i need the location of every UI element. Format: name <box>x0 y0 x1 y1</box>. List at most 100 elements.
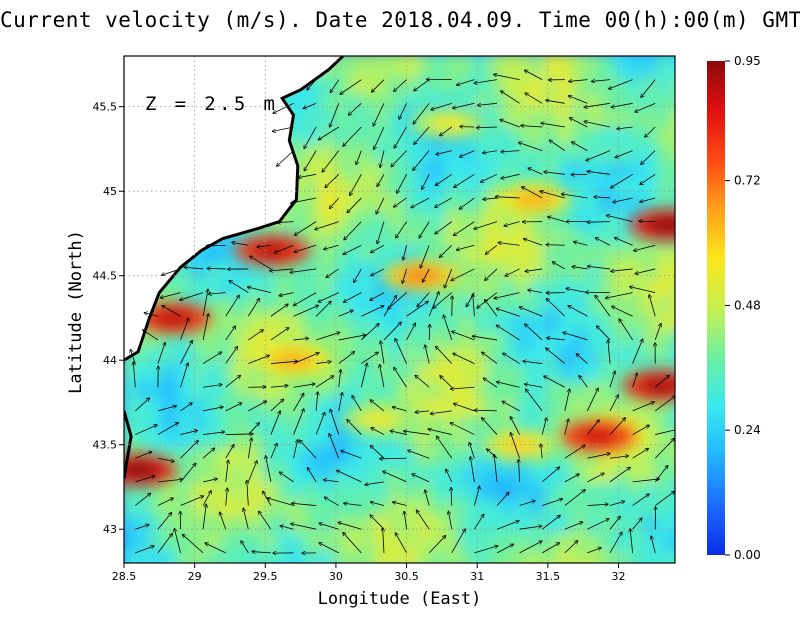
current-vector <box>304 126 317 149</box>
current-vector <box>428 429 452 435</box>
current-vector <box>157 512 172 530</box>
current-vector <box>645 126 656 137</box>
current-vector <box>440 376 453 388</box>
speed-hotspot-core <box>358 411 399 428</box>
current-vector <box>388 292 407 310</box>
current-vector <box>273 102 294 113</box>
current-vector <box>360 363 367 388</box>
current-vector <box>406 301 429 317</box>
current-vector <box>250 256 272 270</box>
current-vector <box>277 222 294 223</box>
current-vector <box>523 239 543 246</box>
current-vector <box>446 469 453 483</box>
current-vector <box>370 292 385 301</box>
current-vector <box>422 174 430 189</box>
current-vector <box>383 322 401 341</box>
current-vector <box>280 526 294 530</box>
current-vector <box>608 340 611 364</box>
current-vector <box>502 401 520 412</box>
speed-cell <box>671 491 675 517</box>
current-vector <box>130 349 136 364</box>
current-vector <box>525 268 543 271</box>
current-vector <box>425 345 430 364</box>
current-vector <box>339 369 341 388</box>
current-vector <box>654 323 661 341</box>
current-vector <box>609 516 620 530</box>
speed-cell <box>671 305 675 331</box>
current-vector <box>521 126 543 127</box>
current-vector <box>272 126 294 132</box>
current-vector <box>338 392 343 411</box>
y-tick-label: 43 <box>103 523 117 536</box>
current-vector <box>225 326 236 341</box>
current-vector <box>584 121 611 128</box>
current-vector <box>325 174 340 187</box>
land-mass <box>124 56 343 361</box>
current-vector <box>451 487 452 506</box>
current-vector <box>416 510 430 530</box>
current-vector <box>225 460 229 482</box>
current-vector <box>299 440 317 459</box>
current-vector <box>415 375 430 388</box>
current-vector <box>319 543 339 554</box>
current-vector <box>654 438 674 459</box>
current-vector <box>641 79 656 98</box>
current-vector <box>569 80 588 82</box>
current-vector <box>422 268 430 282</box>
current-vector <box>632 425 650 435</box>
current-vector <box>315 221 339 230</box>
speed-cell <box>671 254 675 280</box>
current-vector <box>477 102 498 105</box>
current-vector <box>632 373 638 388</box>
current-vector <box>203 479 217 483</box>
current-vector <box>135 451 152 459</box>
current-vector <box>481 418 498 435</box>
current-vector <box>293 440 298 459</box>
current-vector <box>329 433 340 459</box>
current-vector <box>569 118 588 128</box>
current-vector <box>496 521 519 530</box>
current-vector <box>202 289 208 317</box>
current-vector <box>443 315 453 341</box>
current-vector <box>519 541 543 554</box>
current-vector <box>564 419 569 435</box>
current-vector <box>270 361 298 364</box>
current-vector <box>406 323 416 341</box>
current-vector <box>501 173 520 178</box>
current-vector <box>347 197 362 213</box>
current-vector <box>605 292 633 299</box>
current-vector <box>654 375 669 388</box>
current-vector <box>225 347 238 364</box>
current-vector <box>267 498 294 506</box>
current-vector <box>408 450 430 459</box>
current-vector <box>180 430 198 435</box>
current-vector <box>371 428 385 435</box>
current-vector <box>439 244 453 257</box>
colorbar-tick-label: 0.72 <box>734 174 761 188</box>
current-vector <box>630 529 634 553</box>
current-vector <box>247 287 272 293</box>
current-vector <box>609 501 625 506</box>
current-vector <box>587 519 609 530</box>
current-vector <box>247 461 257 483</box>
current-vector <box>356 150 362 165</box>
speed-cell <box>656 56 675 77</box>
current-vector <box>444 268 453 288</box>
current-vector <box>269 268 294 271</box>
current-vector <box>435 173 452 185</box>
current-vector <box>564 522 583 530</box>
current-vector <box>338 522 362 530</box>
y-tick-label: 45 <box>103 185 117 198</box>
speed-cell <box>671 237 675 263</box>
current-vector <box>549 140 566 151</box>
current-vector <box>293 393 304 412</box>
current-vector <box>482 352 498 364</box>
current-vector <box>380 150 385 168</box>
current-vector <box>354 268 362 283</box>
current-vector <box>361 306 384 317</box>
current-vector <box>611 306 633 317</box>
current-vector <box>392 502 407 506</box>
current-vector <box>483 198 498 199</box>
current-vector <box>174 528 181 553</box>
current-vector <box>202 504 206 530</box>
